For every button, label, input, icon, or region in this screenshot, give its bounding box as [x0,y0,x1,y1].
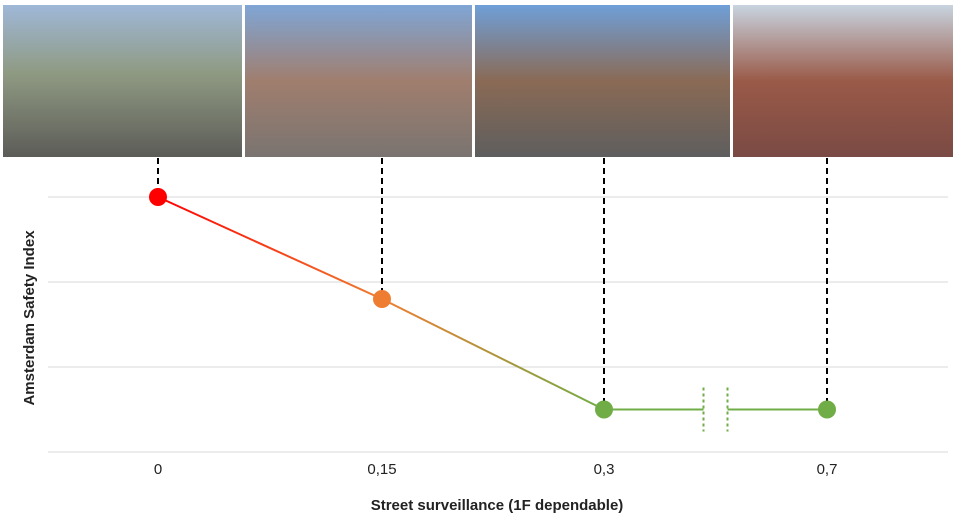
street-photo [475,5,730,157]
grid [48,196,948,453]
x-tick-label: 0 [154,461,162,478]
x-axis-label: Street surveillance (1F dependable) [371,497,624,514]
data-point [149,188,167,206]
data-point [373,290,391,308]
x-tick-label: 0,15 [367,461,396,478]
street-photo [733,5,953,157]
data-point [818,400,836,419]
street-photo [3,5,242,157]
data-point [595,400,613,419]
x-tick-label: 0,3 [594,461,615,478]
x-tick-label: 0,7 [817,461,838,478]
plot [149,158,836,432]
street-photo [245,5,472,157]
y-axis-label: Amsterdam Safety Index [21,230,38,406]
